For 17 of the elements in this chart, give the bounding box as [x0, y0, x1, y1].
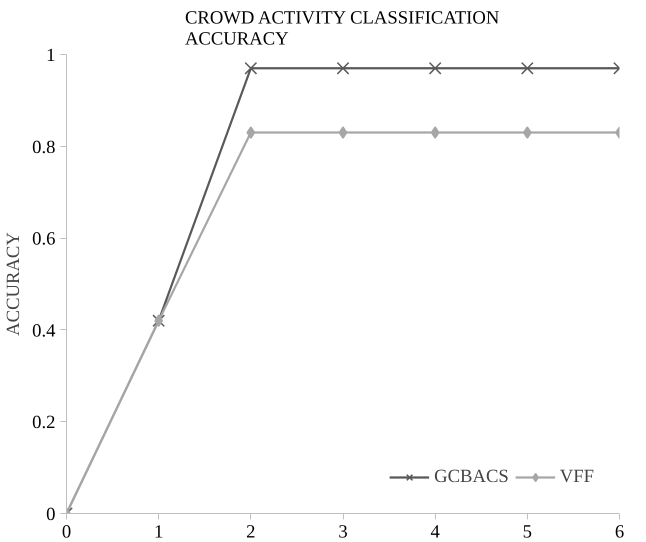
x-tick-label: 4: [430, 522, 441, 542]
x-tick-label: 5: [522, 522, 532, 542]
y-tick-label: 1: [46, 45, 56, 66]
legend-label: VFF: [560, 466, 594, 488]
x-tick-label: 0: [62, 522, 72, 542]
x-tick-label: 3: [338, 522, 348, 542]
x-tick-label: 6: [614, 522, 624, 542]
y-tick-label: 0.8: [32, 136, 56, 158]
y-axis-title: ACCURACY: [3, 232, 24, 336]
y-tick-label: 0.4: [32, 320, 56, 342]
chart-title: CROWD ACTIVITY CLASSIFICATION ACCURACY: [184, 8, 500, 50]
x-tick-label: 2: [246, 522, 256, 542]
legend-label: GCBACS: [434, 466, 509, 488]
y-tick-label: 0.2: [32, 412, 56, 434]
y-tick-label: 0.6: [32, 228, 56, 250]
x-tick-label: 1: [154, 522, 164, 542]
y-tick-label: 0: [46, 504, 56, 525]
